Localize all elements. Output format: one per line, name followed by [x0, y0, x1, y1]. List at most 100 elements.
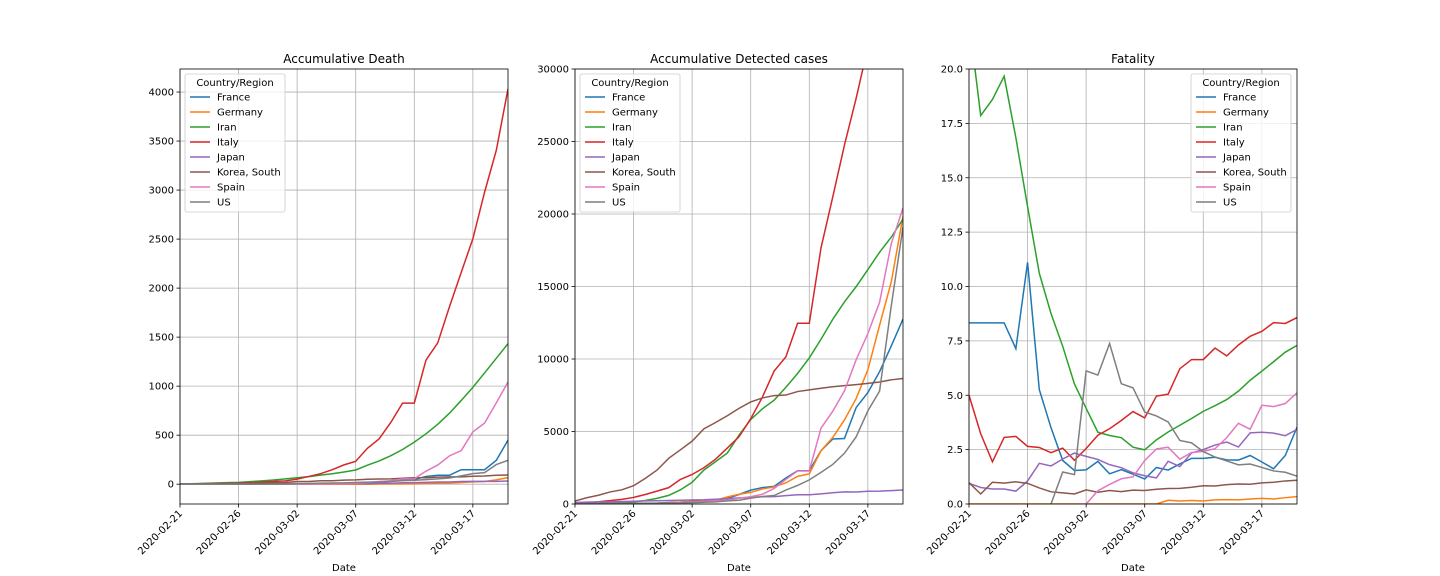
- x-tick-label: 2020-02-26: [984, 508, 1033, 557]
- legend-box: [184, 73, 286, 213]
- legend-label: Germany: [612, 108, 658, 119]
- lines: [969, 69, 1297, 504]
- x-tick-label: 2020-03-02: [1042, 508, 1091, 557]
- legend-box: [1190, 73, 1292, 213]
- legend-label: Italy: [217, 138, 239, 149]
- legend-label: Japan: [1222, 153, 1251, 164]
- series-line: [575, 226, 903, 504]
- x-tick-label: 2020-03-02: [648, 508, 697, 557]
- legend: Country/Region France Germany Iran Italy Japa…: [1190, 73, 1292, 213]
- y-tick-label: 10.0: [941, 282, 963, 293]
- x-tick-label: 2020-03-12: [766, 508, 815, 557]
- legend-label: Spain: [217, 183, 245, 194]
- series-line: [969, 428, 1297, 492]
- legend-title: Country/Region: [591, 78, 668, 89]
- axes-frame: [574, 68, 904, 505]
- x-tick-label: 2020-02-21: [531, 508, 580, 557]
- y-tick-label: 25000: [537, 137, 569, 148]
- y-tick-label: 10000: [537, 355, 569, 366]
- series-line: [575, 218, 903, 504]
- x-tick-label: 2020-02-21: [925, 508, 974, 557]
- y-tick-label: 17.5: [941, 119, 963, 130]
- legend-label: Iran: [1223, 123, 1243, 134]
- y-tick-label: 0: [168, 480, 174, 491]
- x-tick-label: 2020-02-21: [136, 508, 185, 557]
- legend-label: Italy: [612, 138, 634, 149]
- legend-label: Spain: [1223, 183, 1251, 194]
- legend-label: Korea, South: [217, 168, 281, 179]
- series-line: [969, 316, 1297, 464]
- series-line: [1050, 341, 1297, 504]
- legend-label: Germany: [1223, 108, 1269, 119]
- legend-label: France: [612, 93, 645, 104]
- x-tick-label: 2020-03-07: [1101, 508, 1150, 557]
- x-tick-label: 2020-02-26: [590, 508, 639, 557]
- y-tick-label: 1000: [149, 382, 174, 393]
- y-tick-label: 2500: [149, 235, 174, 246]
- y-tick-label: 15.0: [941, 173, 963, 184]
- x-tick-label: 2020-03-12: [1160, 508, 1209, 557]
- legend-label: Japan: [216, 153, 245, 164]
- legend-label: Italy: [1223, 138, 1245, 149]
- y-tick-label: 30000: [537, 65, 569, 76]
- legend-label: Germany: [217, 108, 263, 119]
- series-line: [575, 69, 864, 504]
- legend-label: Iran: [217, 123, 237, 134]
- y-tick-label: 20.0: [941, 65, 963, 76]
- lines: [180, 88, 508, 485]
- subplot: Fatality 0.0 2.5 5.0 7.5 10.0 12.5 15.0 17.5 20.0…: [925, 52, 1298, 574]
- series-line: [575, 377, 903, 502]
- series-line: [969, 479, 1297, 496]
- legend-label: Japan: [611, 153, 640, 164]
- series-line: [969, 495, 1297, 504]
- legend-label: US: [217, 198, 231, 209]
- axes-frame: [179, 68, 509, 505]
- y-tick-label: 0.0: [947, 500, 963, 511]
- x-axis-label: Date: [332, 563, 356, 574]
- legend-label: Iran: [612, 123, 632, 134]
- legend-label: US: [1223, 198, 1237, 209]
- legend-label: Korea, South: [612, 168, 676, 179]
- x-tick-label: 2020-02-26: [195, 508, 244, 557]
- y-tick-label: 1500: [149, 333, 174, 344]
- y-tick-label: 15000: [537, 282, 569, 293]
- y-tick-label: 20000: [537, 210, 569, 221]
- chart-title: Accumulative Detected cases: [650, 52, 828, 66]
- x-tick-label: 2020-03-02: [253, 508, 302, 557]
- series-line: [974, 69, 1297, 451]
- x-axis-label: Date: [1121, 563, 1145, 574]
- y-tick-label: 0: [563, 500, 569, 511]
- chart-title: Fatality: [1111, 52, 1155, 66]
- x-tick-label: 2020-03-17: [824, 508, 873, 557]
- legend-label: France: [217, 93, 250, 104]
- y-tick-label: 5000: [544, 427, 569, 438]
- series-line: [180, 459, 508, 485]
- legend-title: Country/Region: [1202, 78, 1279, 89]
- y-tick-label: 2000: [149, 284, 174, 295]
- y-tick-label: 7.5: [947, 336, 963, 347]
- legend: Country/Region France Germany Iran Italy Japa…: [184, 73, 286, 213]
- legend-label: US: [612, 198, 626, 209]
- axes-frame: [968, 68, 1298, 505]
- y-tick-label: 5.0: [947, 391, 963, 402]
- y-tick-label: 4000: [149, 88, 174, 99]
- legend-label: France: [1223, 93, 1256, 104]
- subplot: Accumulative Detected cases 0 5000 10000 150…: [531, 52, 904, 574]
- x-tick-label: 2020-03-17: [1218, 508, 1267, 557]
- y-tick-label: 500: [155, 431, 174, 442]
- y-tick-label: 12.5: [941, 228, 963, 239]
- chart-title: Accumulative Death: [283, 52, 404, 66]
- x-tick-label: 2020-03-17: [429, 508, 478, 557]
- series-line: [969, 262, 1297, 480]
- y-tick-label: 3000: [149, 186, 174, 197]
- legend-label: Spain: [612, 183, 640, 194]
- legend: Country/Region France Germany Iran Italy Japa…: [579, 73, 681, 213]
- y-tick-label: 3500: [149, 137, 174, 148]
- y-tick-label: 2.5: [947, 445, 963, 456]
- x-tick-label: 2020-03-07: [312, 508, 361, 557]
- legend-label: Korea, South: [1223, 168, 1287, 179]
- x-tick-label: 2020-03-07: [707, 508, 756, 557]
- x-tick-label: 2020-03-12: [371, 508, 420, 557]
- series-line: [1085, 392, 1297, 504]
